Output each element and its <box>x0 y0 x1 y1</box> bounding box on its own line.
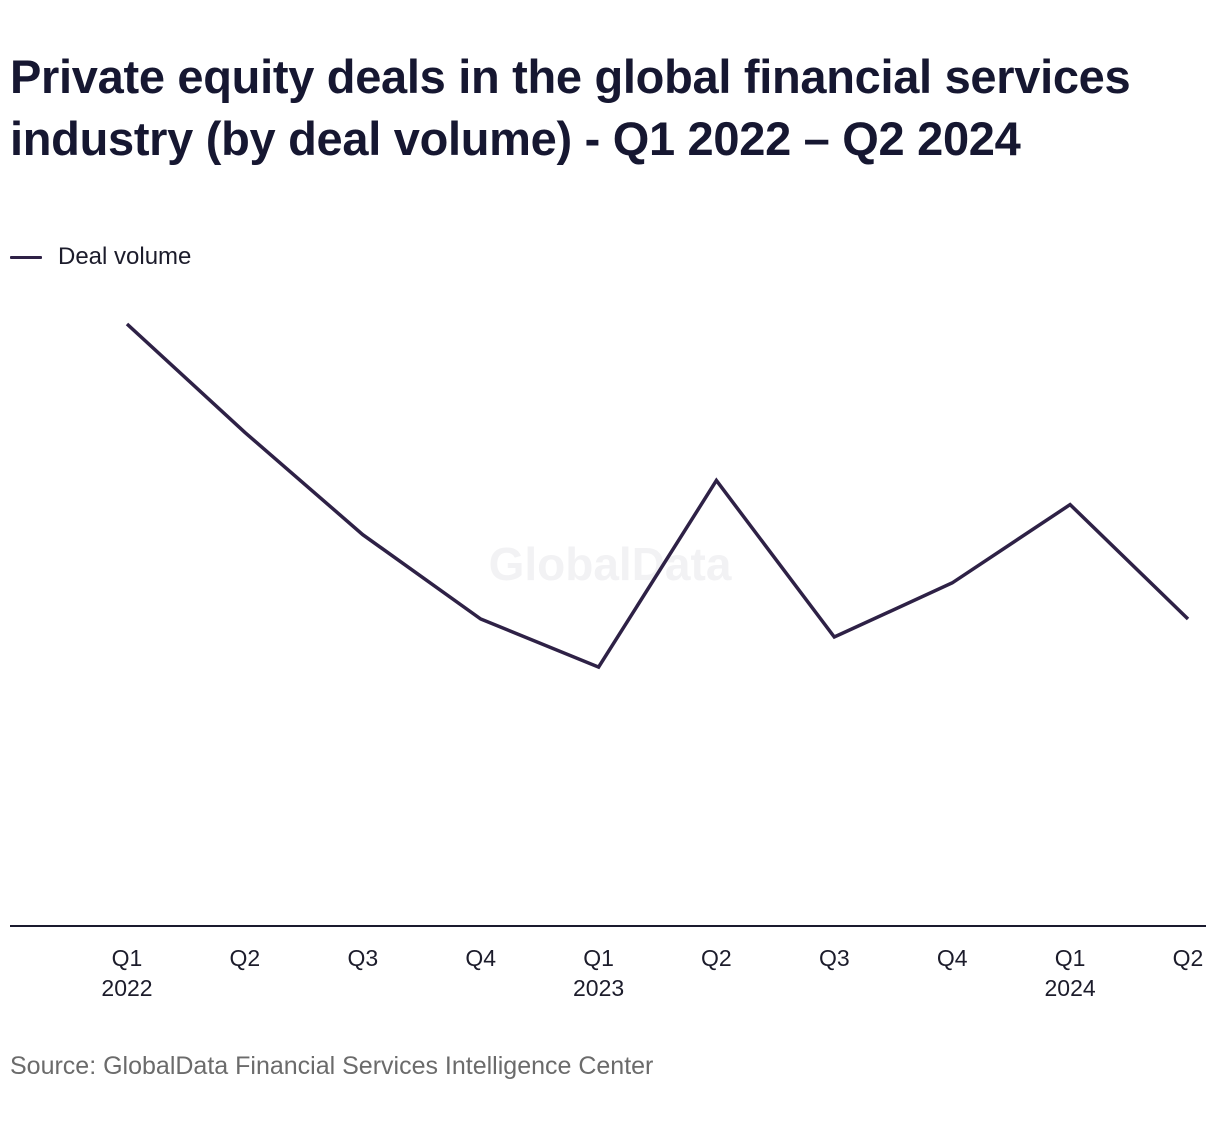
legend-label: Deal volume <box>58 243 192 270</box>
x-tick-label: Q1 <box>112 945 143 971</box>
x-tick-label: Q3 <box>819 945 850 971</box>
x-tick-year-label: 2024 <box>1045 975 1096 1001</box>
x-tick-label: Q2 <box>1173 945 1204 971</box>
x-tick-label: Q2 <box>230 945 261 971</box>
series-layer <box>125 322 1190 670</box>
x-tick-year-label: 2023 <box>573 975 624 1001</box>
x-tick-year-label: 2022 <box>101 975 152 1001</box>
legend: Deal volume <box>10 242 191 272</box>
x-tick-label: Q4 <box>937 945 968 971</box>
x-tick-label: Q3 <box>347 945 378 971</box>
watermark: GlobalData <box>489 538 732 590</box>
source-note: Source: GlobalData Financial Services In… <box>10 1052 654 1080</box>
x-tick-label: Q1 <box>583 945 614 971</box>
legend-swatch <box>10 255 42 259</box>
x-tick-label: Q2 <box>701 945 732 971</box>
series-line-deal-volume <box>125 322 1190 670</box>
x-axis-ticks: Q1 2022 Q2 Q3 Q4 Q1 2023 Q2 Q3 Q4 Q1 2024 Q2 <box>101 945 1203 1001</box>
x-tick-label: Q4 <box>465 945 496 971</box>
chart-title: Private equity deals in the global finan… <box>10 50 1131 165</box>
x-tick-label: Q1 <box>1055 945 1086 971</box>
